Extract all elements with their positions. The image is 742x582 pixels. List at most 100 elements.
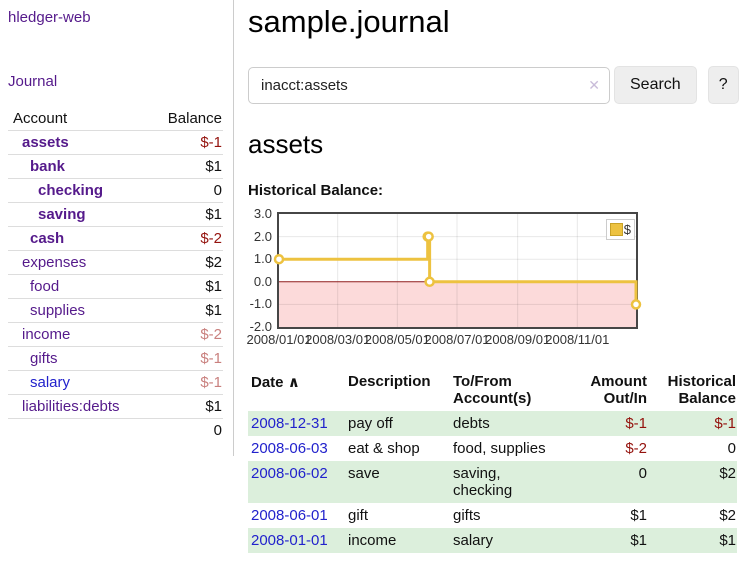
x-tick-label: 2008/01/01 xyxy=(246,332,312,347)
transaction-date-link[interactable]: 2008-06-02 xyxy=(251,465,328,482)
account-balance: $-2 xyxy=(147,322,223,347)
search-button[interactable]: Search xyxy=(614,66,697,104)
transaction-accounts: salary xyxy=(453,532,494,549)
account-link-bank[interactable]: bank xyxy=(30,158,66,175)
account-balance: $1 xyxy=(147,202,223,227)
search-box: ✕ xyxy=(248,66,610,104)
register-table: Date ∧ Description To/From Account(s) Am… xyxy=(248,371,737,553)
transaction-amount: $-2 xyxy=(625,440,647,457)
transaction-date-link[interactable]: 2008-06-03 xyxy=(251,440,328,457)
account-row: bank $1 xyxy=(8,154,223,179)
accounts-header-row: Account Balance xyxy=(8,107,223,131)
account-link-cash[interactable]: cash xyxy=(30,230,65,247)
account-row: cash $-2 xyxy=(8,226,223,251)
chart-main: $ 2008/01/01 2008/03/01 2008/05/01 2008/07/… xyxy=(246,212,642,349)
transaction-balance: $2 xyxy=(719,507,736,524)
account-heading: assets xyxy=(248,129,324,159)
transaction-balance: $1 xyxy=(719,532,736,549)
account-balance: $-2 xyxy=(147,226,223,251)
main-content: sample.journal ✕ Search ? assets Histori… xyxy=(234,0,742,582)
y-tick-label: 0.0 xyxy=(253,273,272,289)
y-tick-label: -1.0 xyxy=(249,296,272,312)
transaction-date-link[interactable]: 2008-12-31 xyxy=(251,415,328,432)
account-row: checking 0 xyxy=(8,178,223,203)
account-balance: 0 xyxy=(147,178,223,203)
transaction-accounts: debts xyxy=(453,415,490,432)
app-title-link[interactable]: hledger-web xyxy=(8,9,91,26)
account-link-expenses[interactable]: expenses xyxy=(22,254,87,271)
account-row: income $-2 xyxy=(8,322,223,347)
transaction-description: save xyxy=(348,465,380,482)
search-form: ✕ Search ? xyxy=(248,66,739,104)
chart-legend: $ xyxy=(605,219,635,240)
legend-label: $ xyxy=(623,222,631,237)
register-row: 2008-06-03 eat & shop food, supplies $-2… xyxy=(248,436,737,461)
register-row: 2008-06-01 gift gifts $1 $2 xyxy=(248,503,737,528)
transaction-amount: $-1 xyxy=(625,415,647,432)
account-balance: $-1 xyxy=(147,346,223,371)
account-row: gifts $-1 xyxy=(8,346,223,371)
account-balance: $-1 xyxy=(147,130,223,155)
account-link-checking[interactable]: checking xyxy=(38,182,104,199)
account-link-saving[interactable]: saving xyxy=(38,206,86,223)
account-link-income[interactable]: income xyxy=(22,326,71,343)
account-row: expenses $2 xyxy=(8,250,223,275)
account-link-supplies[interactable]: supplies xyxy=(30,302,86,319)
x-tick-label: 2008/11/01 xyxy=(545,332,610,347)
account-balance: $-1 xyxy=(147,370,223,395)
accounts-header-account: Account xyxy=(8,107,148,131)
chart-x-axis: 2008/01/01 2008/03/01 2008/05/01 2008/07/01… xyxy=(246,329,638,349)
y-tick-label: 1.0 xyxy=(253,251,272,267)
legend-swatch-icon xyxy=(609,223,623,236)
account-row: supplies $1 xyxy=(8,298,223,323)
account-balance: $1 xyxy=(147,394,223,419)
x-tick-label: 2008/07/01 xyxy=(424,332,490,347)
transaction-accounts: saving, checking xyxy=(453,465,513,499)
transaction-amount: $1 xyxy=(630,532,647,549)
transaction-description: eat & shop xyxy=(348,440,420,457)
page-title: sample.journal xyxy=(248,4,450,39)
chart-plot-area: $ xyxy=(273,212,642,329)
account-link-liabilities-debts[interactable]: liabilities:debts xyxy=(22,398,120,415)
accounts-table: Account Balance assets $-1 bank $1 check… xyxy=(8,107,223,442)
transaction-accounts: food, supplies xyxy=(453,440,546,457)
search-input[interactable] xyxy=(248,66,610,104)
account-row: liabilities:debts $1 xyxy=(8,394,223,419)
register-header-row: Date ∧ Description To/From Account(s) Am… xyxy=(248,371,737,411)
y-tick-label: 2.0 xyxy=(253,228,272,244)
register-header-accounts: To/From Account(s) xyxy=(453,373,532,407)
transaction-description: gift xyxy=(348,507,369,524)
x-tick-label: 2008/05/01 xyxy=(364,332,430,347)
register-header-amount: Amount Out/In xyxy=(590,373,647,407)
account-link-gifts[interactable]: gifts xyxy=(30,350,58,367)
transaction-description: income xyxy=(348,532,397,549)
accounts-total-balance: 0 xyxy=(147,418,223,442)
register-header-balance: Historical Balance xyxy=(667,373,736,407)
register-row: 2008-12-31 pay off debts $-1 $-1 xyxy=(248,411,737,436)
account-link-food[interactable]: food xyxy=(30,278,60,295)
account-balance: $1 xyxy=(147,274,223,299)
balance-chart: 3.0 2.0 1.0 0.0 -1.0 -2.0 $ 2008/01/01 2008/03… xyxy=(246,206,739,349)
transaction-balance: $-1 xyxy=(714,415,736,432)
transaction-accounts: gifts xyxy=(453,507,481,524)
y-tick-label: 3.0 xyxy=(253,206,272,221)
transaction-date-link[interactable]: 2008-01-01 xyxy=(251,532,328,549)
transaction-description: pay off xyxy=(348,415,393,432)
help-button[interactable]: ? xyxy=(707,66,739,104)
account-link-salary[interactable]: salary xyxy=(30,374,71,391)
account-link-assets[interactable]: assets xyxy=(22,134,69,151)
sidebar-item-journal[interactable]: Journal xyxy=(8,73,58,90)
register-header-date[interactable]: Date ∧ xyxy=(251,374,300,391)
accounts-total-row: 0 xyxy=(8,418,223,442)
account-balance: $2 xyxy=(147,250,223,275)
chart-title: Historical Balance: xyxy=(248,182,384,199)
transaction-date-link[interactable]: 2008-06-01 xyxy=(251,507,328,524)
transaction-balance: 0 xyxy=(727,440,736,457)
account-balance: $1 xyxy=(147,154,223,179)
register-row: 2008-01-01 income salary $1 $1 xyxy=(248,528,737,553)
transaction-balance: $2 xyxy=(719,465,736,482)
account-row: food $1 xyxy=(8,274,223,299)
clear-search-icon[interactable]: ✕ xyxy=(588,76,600,93)
balance-chart-svg xyxy=(273,214,642,327)
account-row: assets $-1 xyxy=(8,130,223,155)
